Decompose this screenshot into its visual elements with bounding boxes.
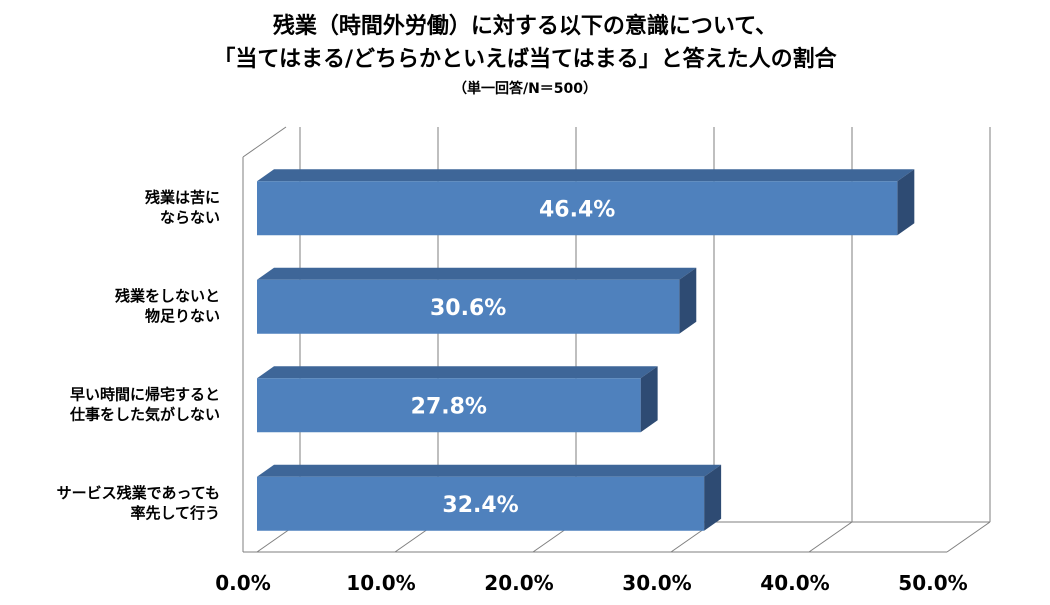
data-label: 46.4% [539,197,615,222]
chart-title-line1: 残業（時間外労働）に対する以下の意識について、 [272,14,778,39]
category-label: 仕事をした気がしない [69,405,220,423]
chart-title-line2: 「当てはまる/どちらかといえば当てはまる」と答えた人の割合 [213,47,837,72]
bar [257,476,705,531]
chart-subtitle: （単一回答/N＝500） [452,81,598,97]
x-tick-label: 40.0% [760,571,829,595]
floor-gridline [946,521,991,553]
category-label: ならない [160,208,220,226]
bar-top-face [257,464,722,477]
bar [257,378,641,433]
bar-top-face [257,366,658,379]
category-label: 物足りない [145,307,220,325]
bar-side-face [704,464,722,531]
category-label: 残業をしないと [115,287,220,305]
data-label: 27.8% [411,394,487,419]
bar-side-face [897,169,915,236]
category-label: サービス残業であっても [57,484,220,502]
category-label: 残業は苦に [145,188,220,206]
bar-side-face [679,267,697,334]
data-label: 32.4% [442,493,518,518]
x-tick-label: 10.0% [346,571,415,595]
data-label: 30.6% [430,296,506,321]
bar [257,279,680,334]
bar-side-face [640,366,658,433]
side-wall-top [242,126,287,158]
x-tick-label: 20.0% [484,571,553,595]
x-tick-label: 0.0% [215,571,270,595]
x-tick-label: 30.0% [622,571,691,595]
floor-gridline [808,521,853,553]
category-label: 早い時間に帰宅すると [70,385,220,403]
bar [257,181,898,236]
category-label: 率先して行う [130,504,220,522]
x-tick-label: 50.0% [898,571,967,595]
bar-top-face [257,169,915,182]
bar-top-face [257,267,697,280]
